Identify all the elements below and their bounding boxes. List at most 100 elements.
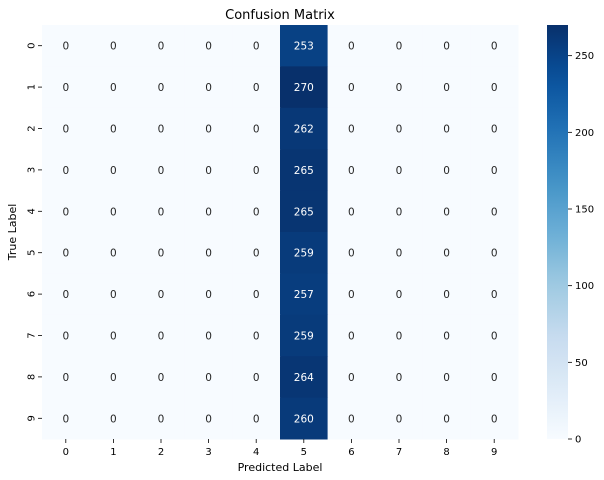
heatmap-cell: [327, 273, 376, 316]
heatmap-cell: [280, 107, 329, 150]
colorbar-ticks: 0 50 100 150 200 250: [568, 51, 594, 446]
cell-value-label: 0: [491, 124, 498, 136]
cell-value-label: 0: [443, 372, 450, 384]
heatmap-cell: [42, 25, 91, 67]
cell-value-label: 0: [253, 413, 260, 425]
cell-value-label: 0: [491, 82, 498, 94]
x-tick-label: 6: [348, 447, 354, 458]
heatmap-cell: [137, 232, 186, 274]
y-tick-label: 2: [27, 125, 38, 131]
heatmap-cell: [184, 190, 233, 233]
cell-value-label: 0: [62, 248, 69, 260]
cell-value-label: 0: [158, 165, 165, 177]
heatmap-cell: [42, 397, 91, 440]
heatmap-cell: [375, 232, 424, 274]
heatmap-cell: [232, 397, 281, 440]
heatmap-cell: [280, 190, 329, 233]
cell-value-label: 0: [348, 248, 355, 260]
cell-value-label: 0: [158, 413, 165, 425]
cell-value-label: 0: [491, 413, 498, 425]
cell-value-label: 0: [62, 372, 69, 384]
heatmap-cell: [89, 25, 138, 67]
cell-value-label: 0: [348, 82, 355, 94]
heatmap-cell: [89, 66, 138, 109]
cell-value-label: 0: [110, 165, 117, 177]
cell-value-label: 0: [396, 248, 403, 260]
heatmap-cell: [327, 397, 376, 440]
heatmap-cell: [89, 314, 138, 357]
cell-value-label: 264: [294, 372, 314, 384]
cell-value-label: 265: [294, 206, 314, 218]
heatmap-cell: [89, 190, 138, 233]
heatmap-cell: [422, 66, 471, 109]
cell-value-label: 0: [396, 41, 403, 53]
heatmap-cell: [184, 273, 233, 316]
heatmap-cell: [89, 232, 138, 274]
heatmap-cell: [42, 232, 91, 274]
heatmap-cell: [42, 107, 91, 150]
cell-value-label: 0: [253, 124, 260, 136]
cell-value-label: 0: [158, 331, 165, 343]
cell-value-label: 0: [348, 331, 355, 343]
y-tick-label: 5: [27, 250, 38, 256]
heatmap-cell: [375, 190, 424, 233]
cell-value-label: 0: [62, 124, 69, 136]
cell-value-label: 260: [294, 413, 314, 425]
heatmap-cell: [422, 356, 471, 399]
cell-value-label: 0: [253, 165, 260, 177]
cell-value-label: 0: [158, 372, 165, 384]
heatmap-cell: [42, 149, 91, 192]
cell-value-label: 270: [294, 82, 314, 94]
y-tick-label: 6: [27, 291, 38, 297]
x-tick-label: 1: [110, 447, 116, 458]
heatmap-cell: [42, 66, 91, 109]
cell-value-label: 0: [110, 248, 117, 260]
heatmap-cell: [232, 149, 281, 192]
colorbar-tick-label: 150: [575, 205, 594, 216]
y-axis-label: True Label: [6, 204, 19, 262]
cell-value-label: 0: [110, 372, 117, 384]
cell-value-label: 0: [205, 413, 212, 425]
cell-value-label: 0: [158, 248, 165, 260]
heatmap-cell: [422, 190, 471, 233]
cell-value-label: 259: [294, 248, 314, 260]
x-axis-ticks: 0 1 2 3 4 5 6 7 8 9: [63, 439, 497, 458]
cell-value-label: 257: [294, 289, 314, 301]
cell-value-label: 0: [158, 82, 165, 94]
heatmap-cell: [470, 190, 519, 233]
heatmap-cell: [137, 149, 186, 192]
colorbar-tick-label: 50: [575, 358, 588, 369]
heatmap-cell: [232, 273, 281, 316]
colorbar-tick-label: 200: [575, 128, 594, 139]
cell-value-label: 0: [491, 372, 498, 384]
cell-value-label: 262: [294, 124, 314, 136]
heatmap-cell: [137, 397, 186, 440]
x-tick-label: 5: [301, 447, 307, 458]
x-axis-label: Predicted Label: [238, 461, 323, 474]
heatmap-cell: [327, 190, 376, 233]
colorbar-tick-label: 0: [575, 435, 581, 446]
heatmap-cell: [375, 356, 424, 399]
heatmap-cell: [137, 190, 186, 233]
x-tick-label: 0: [63, 447, 69, 458]
cell-value-label: 0: [396, 165, 403, 177]
x-tick-label: 8: [443, 447, 449, 458]
heatmap-cell: [422, 314, 471, 357]
x-tick-label: 9: [491, 447, 497, 458]
heatmap-cell: [470, 314, 519, 357]
heatmap-cell: [470, 356, 519, 399]
cell-value-label: 0: [62, 41, 69, 53]
heatmap-cell: [137, 25, 186, 67]
cell-value-label: 0: [158, 41, 165, 53]
heatmap-cell: [327, 314, 376, 357]
cell-value-label: 0: [205, 248, 212, 260]
heatmap-cell: [184, 232, 233, 274]
cell-value-label: 0: [348, 289, 355, 301]
cell-value-label: 0: [205, 331, 212, 343]
heatmap-cell: [280, 66, 329, 109]
cell-value-label: 0: [158, 289, 165, 301]
cell-value-label: 0: [396, 124, 403, 136]
cell-value-label: 0: [443, 248, 450, 260]
heatmap-cell: [327, 66, 376, 109]
